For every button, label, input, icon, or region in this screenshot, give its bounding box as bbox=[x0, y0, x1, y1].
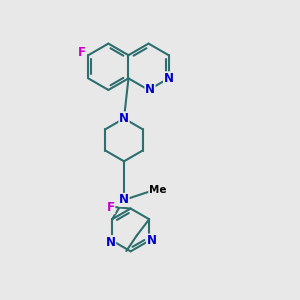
Text: N: N bbox=[119, 194, 129, 206]
Text: N: N bbox=[147, 234, 157, 247]
Text: F: F bbox=[78, 46, 86, 59]
Text: F: F bbox=[107, 201, 115, 214]
Text: N: N bbox=[119, 112, 129, 125]
Text: Me: Me bbox=[149, 185, 166, 195]
Text: N: N bbox=[106, 236, 116, 249]
Text: N: N bbox=[145, 83, 155, 97]
Text: N: N bbox=[164, 72, 174, 85]
